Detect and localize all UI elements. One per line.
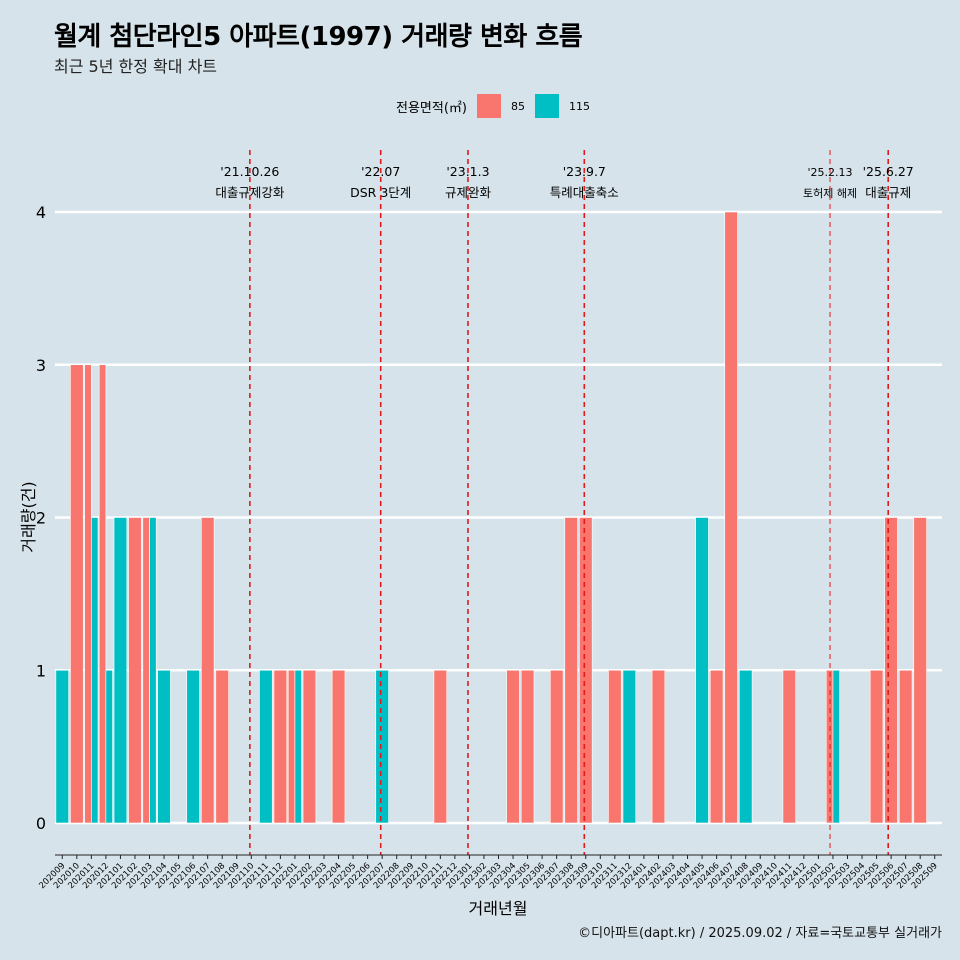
bar-85-202011 xyxy=(84,364,92,824)
bar-85-202012 xyxy=(98,364,107,824)
legend-title: 전용면적(㎡) xyxy=(396,100,467,116)
bar-85-202309 xyxy=(579,517,593,824)
bar-85-202411 xyxy=(782,669,797,824)
bar-85-202112 xyxy=(273,669,288,824)
bar-85-202204 xyxy=(331,669,346,824)
event-desc-label: 규제완화 xyxy=(445,185,492,200)
bar-85-202304 xyxy=(506,669,520,824)
y-tick-label: 3 xyxy=(36,356,46,375)
y-tick-label: 1 xyxy=(36,661,46,680)
y-axis-label: 거래량(건) xyxy=(19,481,38,552)
bar-115-202111 xyxy=(259,669,273,824)
x-axis-label: 거래년월 xyxy=(469,899,528,918)
bar-115-202312 xyxy=(622,669,637,824)
chart-title: 월계 첨단라인5 아파트(1997) 거래량 변화 흐름 xyxy=(54,22,583,52)
bar-115-202103 xyxy=(149,517,157,824)
y-tick-label: 4 xyxy=(36,203,46,222)
legend-key-115 xyxy=(534,94,559,118)
bar-115-202012 xyxy=(105,669,113,824)
event-desc-label: 대출규제강화 xyxy=(215,185,285,200)
event-date-label: '25.2.13 xyxy=(808,166,853,179)
x-axis: 2020092020102020112020122021012021022021… xyxy=(37,854,942,891)
bar-85-202308 xyxy=(564,517,578,824)
source-caption: ©디아파트(dapt.kr) / 2025.09.02 / 자료=국토교통부 실… xyxy=(578,926,942,941)
bar-85-202407 xyxy=(724,211,738,824)
legend-label-85: 85 xyxy=(510,99,525,113)
bar-85-202010 xyxy=(70,364,84,824)
bar-115-202011 xyxy=(91,517,99,824)
event-date-label: '23.9.7 xyxy=(563,164,606,179)
bar-115-202106 xyxy=(186,669,200,824)
bar-85-202507 xyxy=(898,669,913,824)
bar-115-202104 xyxy=(157,669,171,824)
event-date-label: '21.10.26 xyxy=(220,164,279,179)
bar-85-202305 xyxy=(520,669,535,824)
y-tick-label: 2 xyxy=(36,509,46,528)
bar-85-202406 xyxy=(709,669,724,824)
event-desc-label: DSR 3단계 xyxy=(350,185,411,200)
legend-key-85 xyxy=(476,94,501,118)
bar-115-202405 xyxy=(695,517,709,824)
bar-85-202506 xyxy=(884,517,898,824)
y-axis: 0 1 2 3 4 xyxy=(36,203,46,833)
event-desc-label: 대출규제 xyxy=(865,185,911,200)
bar-85-202103 xyxy=(142,517,150,824)
bar-85-202201 xyxy=(287,669,296,824)
chart-subtitle: 최근 5년 한정 확대 차트 xyxy=(54,57,218,76)
bar-85-202202 xyxy=(302,669,317,824)
bar-115-202502 xyxy=(832,669,840,824)
bar-85-202108 xyxy=(215,669,229,824)
event-desc-label: 토허제 해제 xyxy=(803,186,857,200)
event-date-label: '25.6.27 xyxy=(863,164,914,179)
bar-115-202408 xyxy=(738,669,753,824)
bar-85-202211 xyxy=(433,669,448,824)
bar-85-202402 xyxy=(651,669,666,824)
legend: 전용면적(㎡) 85 115 xyxy=(396,94,600,118)
bar-85-202508 xyxy=(913,517,927,824)
event-lines: '21.10.26 대출규제강화 '22.07 DSR 3단계 '23.1.3 규제완화 '… xyxy=(215,150,914,855)
event-desc-label: 특례대출축소 xyxy=(550,185,619,200)
bar-115-202009 xyxy=(55,669,69,824)
bars xyxy=(55,211,927,824)
bar-85-202107 xyxy=(200,517,215,824)
bar-85-202102 xyxy=(128,517,142,824)
bar-85-202505 xyxy=(869,669,884,824)
bar-115-202201 xyxy=(294,669,302,824)
event-date-label: '22.07 xyxy=(361,164,400,179)
event-date-label: '23.1.3 xyxy=(446,164,489,179)
bar-115-202207 xyxy=(375,669,389,824)
bar-115-202101 xyxy=(113,517,128,824)
bar-85-202307 xyxy=(549,669,564,824)
legend-label-115: 115 xyxy=(568,99,590,113)
bar-85-202311 xyxy=(608,669,622,824)
y-tick-label: 0 xyxy=(36,814,46,833)
